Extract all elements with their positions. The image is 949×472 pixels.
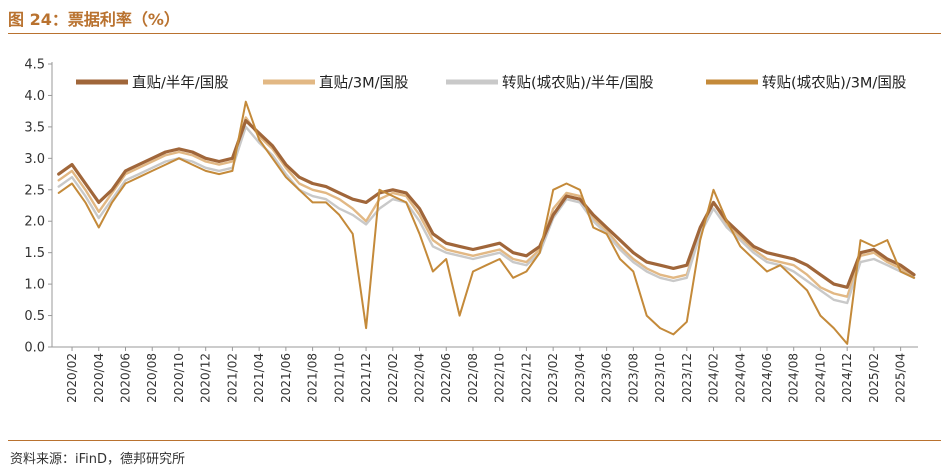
y-tick-label: 4.5 — [24, 58, 45, 73]
title-divider — [8, 33, 941, 34]
y-tick-label: 4.0 — [24, 89, 45, 104]
chart-axes: 0.0 0.5 1.0 1.5 2.0 2.5 3.0 3.5 4.0 4.5 2020/02 202… — [24, 58, 918, 403]
series-line-2 — [57, 116, 916, 298]
x-tick-label: 2024/10 — [813, 353, 827, 403]
x-tick-label: 2021/12 — [359, 353, 373, 403]
legend-label-4: 转贴(城农贴)/3M/国股 — [762, 75, 906, 92]
chart-legend: 直贴/半年/国股 直贴/3M/国股 转贴(城农贴)/半年/国股 转贴(城农贴)/3M/… — [76, 75, 906, 92]
figure-source: 资料来源：iFinD，德邦研究所 — [10, 452, 186, 467]
x-tick-label: 2021/06 — [279, 353, 293, 403]
x-tick-label: 2024/04 — [733, 353, 747, 403]
x-tick-label: 2020/04 — [92, 353, 106, 403]
line-chart: 0.0 0.5 1.0 1.5 2.0 2.5 3.0 3.5 4.0 4.5 2020/02 202… — [24, 58, 918, 403]
y-tick-label: 2.0 — [24, 215, 45, 230]
x-tick-label: 2021/02 — [225, 353, 239, 403]
y-tick-label: 3.5 — [24, 120, 45, 135]
source-divider — [8, 440, 941, 441]
chart-series — [57, 100, 916, 345]
series-line-4 — [57, 100, 915, 345]
x-tick-label: 2023/06 — [600, 353, 614, 403]
x-tick-label: 2024/12 — [840, 353, 854, 403]
x-tick-label: 2022/08 — [466, 353, 480, 403]
legend-label-1: 直贴/半年/国股 — [132, 75, 229, 92]
y-tick-label: 1.0 — [24, 278, 45, 293]
x-tick-label: 2023/12 — [680, 353, 694, 403]
x-tick-label: 2022/02 — [386, 353, 400, 403]
x-tick-label: 2020/12 — [199, 353, 213, 403]
x-tick-label: 2021/08 — [306, 353, 320, 403]
legend-label-2: 直贴/3M/国股 — [319, 75, 409, 92]
x-tick-label: 2025/02 — [867, 353, 881, 403]
x-tick-label: 2020/02 — [65, 353, 79, 403]
x-tick-label: 2022/04 — [413, 353, 427, 403]
x-tick-label: 2020/10 — [172, 353, 186, 403]
x-tick-label: 2024/06 — [760, 353, 774, 403]
x-tick-label: 2023/02 — [546, 353, 560, 403]
y-tick-label: 0.5 — [24, 309, 45, 324]
x-tick-label: 2023/08 — [626, 353, 640, 403]
x-tick-label: 2024/08 — [787, 353, 801, 403]
y-tick-label: 0.0 — [24, 341, 45, 356]
x-tick-label: 2023/04 — [573, 353, 587, 403]
x-tick-label: 2022/06 — [439, 353, 453, 403]
y-tick-label: 2.5 — [24, 183, 45, 198]
x-tick-label: 2021/04 — [252, 353, 266, 403]
y-tick-label: 3.0 — [24, 152, 45, 167]
x-tick-label: 2025/04 — [894, 353, 908, 403]
x-tick-label: 2022/10 — [493, 353, 507, 403]
y-tick-label: 1.5 — [24, 246, 45, 261]
x-tick-label: 2020/08 — [145, 353, 159, 403]
legend-label-3: 转贴(城农贴)/半年/国股 — [502, 75, 654, 92]
x-tick-label: 2024/02 — [707, 353, 721, 403]
x-tick-label: 2020/06 — [119, 353, 133, 403]
x-tick-label: 2022/12 — [519, 353, 533, 403]
x-tick-label: 2021/10 — [332, 353, 346, 403]
series-line-1 — [57, 118, 916, 289]
figure-title: 图 24：票据利率（%） — [8, 10, 180, 29]
series-line-3 — [57, 125, 916, 305]
x-tick-label: 2023/10 — [653, 353, 667, 403]
